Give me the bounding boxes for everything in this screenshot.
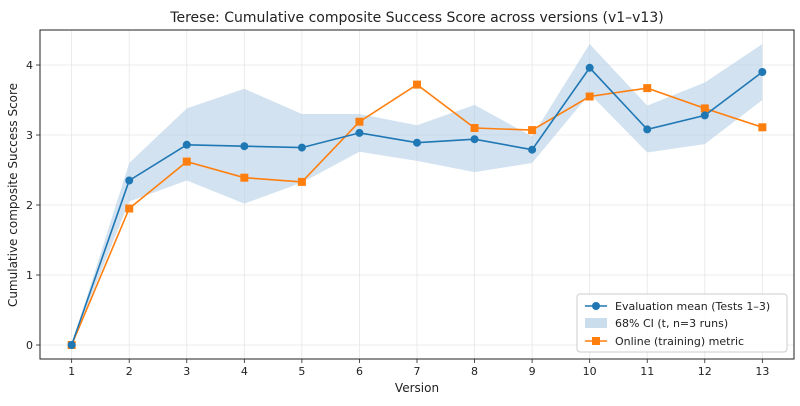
legend-marker-online [592,337,600,345]
series-2 [67,80,767,349]
y-tick-label: 3 [26,129,33,142]
y-tick-label: 0 [26,339,33,352]
x-tick-label: 5 [298,365,305,378]
legend: Evaluation mean (Tests 1–3) 68% CI (t, n… [576,293,788,353]
x-tick-label: 13 [755,365,769,378]
data-point [585,92,594,101]
y-tick-label: 1 [26,269,33,282]
y-axis-label: Cumulative composite Success Score [6,83,20,307]
data-point [297,177,306,186]
data-point [470,124,479,132]
data-point [355,117,364,126]
x-tick-label: 6 [356,365,363,378]
legend-swatch-ci [585,318,607,328]
x-tick-label: 4 [241,365,248,378]
x-tick-label: 8 [471,365,478,378]
x-tick-label: 11 [640,365,654,378]
x-axis: 1 2 3 4 5 6 7 8 9 10 11 12 13 [68,359,769,378]
data-point [528,126,537,135]
data-point [355,128,364,137]
legend-label-online: Online (training) metric [615,335,744,348]
data-point [297,143,306,152]
data-point [643,125,652,134]
data-point [643,84,652,93]
x-tick-label: 12 [698,365,712,378]
data-point [125,176,134,185]
data-point [585,63,594,72]
data-point [240,173,249,182]
legend-label-evaluation: Evaluation mean (Tests 1–3) [615,300,770,313]
legend-box [576,293,788,353]
x-axis-label: Version [395,381,439,395]
legend-label-ci: 68% CI (t, n=3 runs) [615,317,728,330]
data-point [413,80,421,89]
data-point [182,140,191,149]
legend-marker-evaluation [592,302,600,310]
legend-entry-evaluation: Evaluation mean (Tests 1–3) [585,300,770,313]
data-point [240,142,249,151]
data-point [758,123,767,132]
x-tick-label: 2 [126,365,133,378]
x-tick-label: 7 [414,365,421,378]
ci-band [71,44,763,345]
data-point [470,135,479,144]
data-point [125,204,134,213]
data-point [758,68,767,76]
x-tick-label: 1 [68,365,75,378]
legend-entry-ci: 68% CI (t, n=3 runs) [585,317,728,330]
data-point [413,138,421,147]
chart-title: Terese: Cumulative composite Success Sco… [169,10,663,26]
y-tick-label: 2 [26,199,33,212]
x-tick-label: 3 [183,365,190,378]
y-tick-label: 4 [26,59,33,72]
legend-entry-online: Online (training) metric [585,335,744,348]
data-point [700,104,709,113]
data-point [67,341,76,349]
data-point [182,157,191,166]
y-axis: 0 1 2 3 4 [26,59,40,352]
data-point [528,145,537,154]
ci-band-layer [71,44,763,345]
series-layer [67,63,767,349]
x-tick-label: 9 [529,365,536,378]
data-point [700,111,709,120]
series-0 [67,63,767,349]
x-tick-label: 10 [583,365,597,378]
